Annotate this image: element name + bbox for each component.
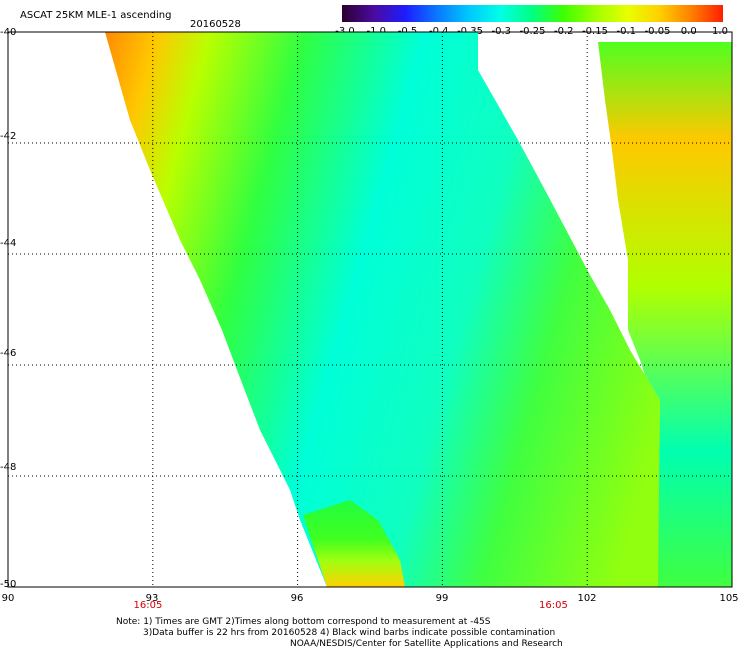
lat-label: -48 [0,462,17,473]
lat-label: -40 [0,27,17,38]
map-date: 20160528 [190,19,241,30]
lon-label: 96 [290,593,304,604]
map-frame [7,31,733,588]
note-line-3: NOAA/NESDIS/Center for Satellite Applica… [290,639,563,649]
lat-label: -50 [0,579,17,590]
colorbar-fill [342,5,723,22]
map-title: ASCAT 25KM MLE-1 ascending [20,10,172,21]
lat-label: -46 [0,348,17,359]
pass-time-label: 16:05 [133,600,163,611]
pass-time-label: 16:05 [538,600,568,611]
lon-label: 90 [1,593,15,604]
note-line-2: 3)Data buffer is 22 hrs from 20160528 4)… [143,628,556,638]
ascat-swath-right [598,42,732,587]
lon-label: 99 [435,593,449,604]
colorbar [342,5,723,22]
ascat-swath-high [303,500,405,587]
lon-label: 105 [719,593,739,604]
lat-label: -42 [0,131,17,142]
lat-label: -44 [0,238,17,249]
ascat-swath-main [105,32,732,587]
note-line-1: Note: 1) Times are GMT 2)Times along bot… [116,617,491,627]
lon-label: 102 [577,593,597,604]
lon-label: 93 [145,593,159,604]
